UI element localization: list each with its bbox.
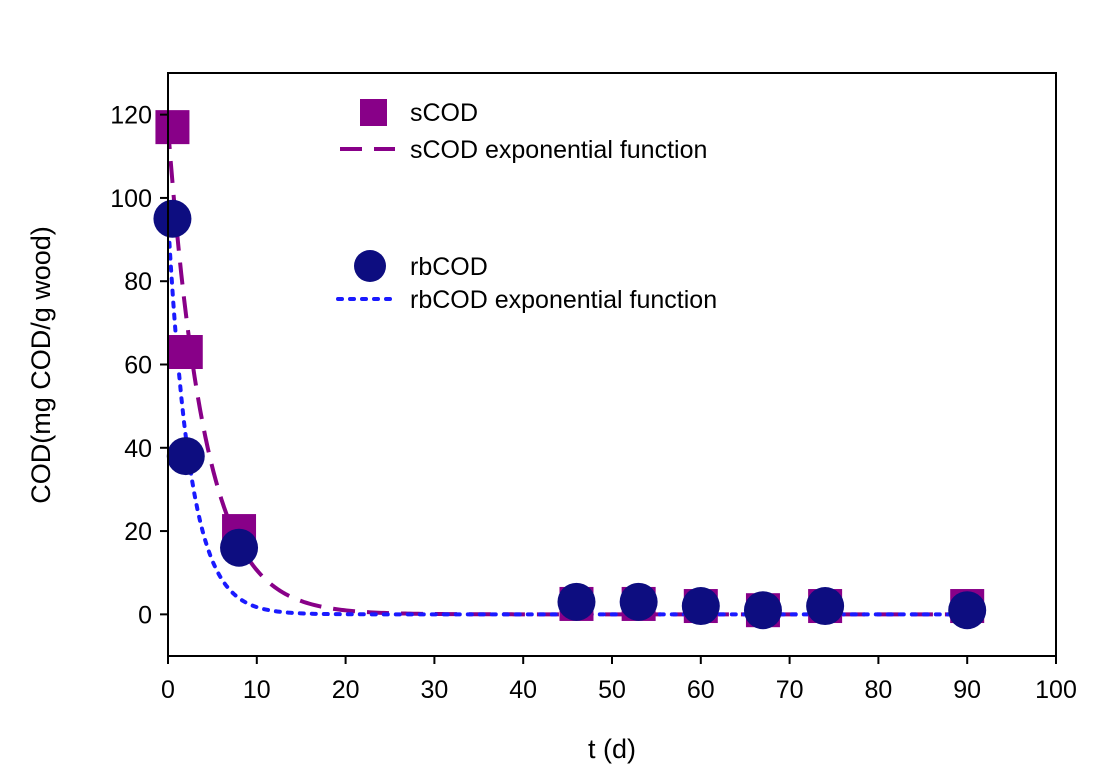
rbcod-point — [948, 591, 987, 630]
scod-point — [168, 335, 203, 370]
x-tick-label: 10 — [243, 676, 271, 704]
data-markers — [153, 110, 987, 630]
fit-line-scod — [166, 126, 968, 617]
legend-rbcod-marker — [354, 250, 386, 282]
rbcod-point — [681, 587, 720, 626]
rbcod-point — [806, 587, 845, 626]
rbcod-point — [153, 199, 192, 238]
scod-point — [155, 110, 190, 145]
legend-scod-label: sCOD — [410, 99, 478, 127]
x-tick-label: 70 — [776, 676, 804, 704]
legend-scod-fit-label: sCOD exponential function — [410, 136, 707, 164]
x-axis-title: t (d) — [588, 734, 636, 764]
x-tick-label: 40 — [509, 676, 537, 704]
legend-rbcod-label: rbCOD — [410, 253, 488, 281]
y-tick-label: 80 — [124, 268, 152, 296]
x-tick-label: 60 — [687, 676, 715, 704]
legend-rbcod-fit-label: rbCOD exponential function — [410, 286, 717, 314]
y-tick-label: 0 — [138, 601, 152, 629]
rbcod-point — [743, 591, 782, 630]
x-tick-label: 80 — [864, 676, 892, 704]
y-tick-label: 60 — [124, 352, 152, 380]
legend-scod-marker — [360, 99, 387, 126]
rbcod-point — [166, 437, 205, 476]
x-tick-label: 50 — [598, 676, 626, 704]
y-axis-title: COD(mg COD/g wood) — [26, 226, 56, 504]
y-tick-label: 120 — [110, 102, 152, 130]
rbcod-point — [557, 582, 596, 621]
x-tick-label: 0 — [161, 676, 175, 704]
y-axis-ticks: 0 20 40 60 80 100 120 — [110, 102, 168, 629]
legend: sCOD sCOD exponential function rbCOD rbC… — [336, 99, 717, 314]
rbcod-point — [619, 582, 658, 621]
x-tick-label: 90 — [953, 676, 981, 704]
rbcod-point — [220, 528, 259, 567]
fit-line-rbcod — [166, 216, 970, 617]
fit-lines — [166, 126, 970, 617]
x-tick-label: 100 — [1035, 676, 1077, 704]
x-tick-label: 30 — [420, 676, 448, 704]
x-axis-ticks: 0 10 20 30 40 50 60 70 80 90 100 — [161, 656, 1077, 704]
y-tick-label: 100 — [110, 185, 152, 213]
y-tick-label: 40 — [124, 435, 152, 463]
x-tick-label: 20 — [332, 676, 360, 704]
y-tick-label: 20 — [124, 518, 152, 546]
